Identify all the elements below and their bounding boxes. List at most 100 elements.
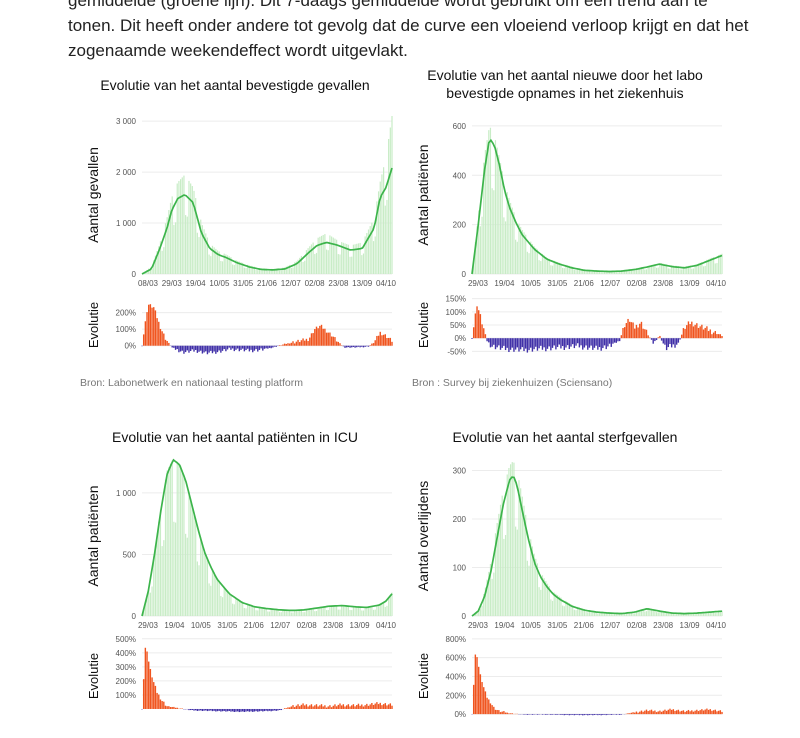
- evolution-bar: [491, 705, 492, 714]
- evolution-bar: [178, 346, 179, 353]
- x-tick-label: 29/03: [162, 279, 183, 288]
- evolution-bar: [172, 707, 173, 709]
- daily-bar: [669, 269, 670, 274]
- evolution-bar: [349, 706, 350, 709]
- chart-title-hosp: Evolutie van het aantal nieuwe door het …: [400, 66, 730, 102]
- evolution-bar: [654, 338, 655, 341]
- daily-bar: [151, 587, 152, 616]
- daily-bar: [510, 464, 511, 616]
- evolution-bar: [473, 327, 474, 338]
- daily-bar: [162, 251, 163, 274]
- evolution-bar: [616, 714, 617, 715]
- evolution-bar: [570, 714, 571, 715]
- evolution-bar: [259, 346, 260, 350]
- evolution-bar: [656, 338, 657, 340]
- x-tick-label: 19/04: [494, 621, 515, 630]
- evolution-bar: [587, 714, 588, 715]
- daily-bar: [319, 237, 320, 274]
- evolution-bar: [642, 329, 643, 338]
- daily-bar: [493, 190, 494, 274]
- evolution-bar: [597, 338, 598, 350]
- daily-bar: [550, 265, 551, 274]
- evolution-bar: [523, 338, 524, 351]
- x-tick-label: 04/10: [706, 279, 727, 288]
- daily-bar: [716, 613, 717, 616]
- evolution-bar: [343, 346, 344, 347]
- evolution-bar: [324, 705, 325, 709]
- daily-bar: [353, 606, 354, 616]
- y-tick-label: 0: [462, 612, 467, 621]
- evolution-bar: [299, 342, 300, 346]
- evolution-bar: [629, 713, 630, 714]
- daily-bar: [376, 605, 377, 616]
- x-tick-label: 21/06: [574, 621, 595, 630]
- evolution-bar: [234, 709, 235, 712]
- evolution-bar: [609, 338, 610, 344]
- daily-bar: [380, 604, 381, 616]
- evolution-bar: [250, 709, 251, 711]
- daily-bar: [585, 612, 586, 616]
- daily-bar: [507, 474, 508, 616]
- evolution-bar: [193, 346, 194, 352]
- evolution-bar: [565, 714, 566, 715]
- daily-bar: [679, 614, 680, 616]
- evolution-bar: [307, 707, 308, 709]
- y-tick-label: 600: [453, 122, 467, 131]
- evolution-bar: [503, 711, 504, 714]
- daily-bar: [190, 183, 191, 274]
- evolution-bar: [567, 714, 568, 715]
- daily-bar: [239, 600, 240, 616]
- evolution-bar: [301, 705, 302, 709]
- daily-bar: [564, 268, 565, 274]
- evolution-bar: [279, 709, 280, 710]
- evolution-bar: [711, 711, 712, 714]
- x-tick-label: 12/07: [600, 279, 621, 288]
- evolution-bar: [312, 706, 313, 708]
- evolution-bar: [145, 648, 146, 709]
- evolution-bar: [385, 703, 386, 709]
- y-tick-label: 300: [453, 467, 467, 476]
- daily-bar: [363, 254, 364, 274]
- x-tick-label: 12/07: [270, 621, 291, 630]
- x-tick-label: 29/03: [468, 621, 489, 630]
- evolution-bar: [663, 711, 664, 714]
- evolution-bar: [317, 328, 318, 345]
- daily-bar: [656, 268, 657, 274]
- y-axis-title: Aantal overlijdens: [415, 481, 431, 592]
- daily-bar: [528, 253, 529, 274]
- evolution-bar: [532, 714, 533, 715]
- evolution-bar: [502, 338, 503, 348]
- evolution-bar: [155, 686, 156, 709]
- daily-bar: [262, 608, 263, 616]
- evolution-bar: [378, 704, 379, 709]
- evolution-bar: [572, 714, 573, 715]
- evolution-bar: [600, 338, 601, 351]
- evolution-bar: [182, 346, 183, 351]
- evolution-bar: [606, 714, 607, 715]
- daily-bar: [177, 183, 178, 274]
- evolution-bar: [264, 709, 265, 711]
- evolution-bar: [235, 709, 236, 712]
- daily-bar: [257, 610, 258, 616]
- evolution-bar: [540, 338, 541, 346]
- daily-bar: [292, 612, 293, 616]
- evolution-bar: [212, 709, 213, 711]
- evolution-bar: [604, 714, 605, 715]
- evolution-bar: [547, 714, 548, 715]
- evolution-bar: [272, 709, 273, 711]
- evolution-bar: [369, 704, 370, 709]
- daily-bar: [537, 249, 538, 274]
- daily-bar: [503, 217, 504, 274]
- evolution-bar: [525, 338, 526, 348]
- daily-bar: [375, 236, 376, 274]
- evolution-bar: [589, 338, 590, 347]
- daily-bar: [358, 607, 359, 616]
- evolution-bar: [250, 346, 251, 350]
- daily-bar: [326, 610, 327, 616]
- evolution-bar: [207, 346, 208, 355]
- daily-bar: [190, 499, 191, 616]
- evolution-bar: [693, 326, 694, 338]
- evolution-bar: [296, 342, 297, 346]
- evolution-bar: [567, 338, 568, 345]
- evolution-bar: [383, 335, 384, 346]
